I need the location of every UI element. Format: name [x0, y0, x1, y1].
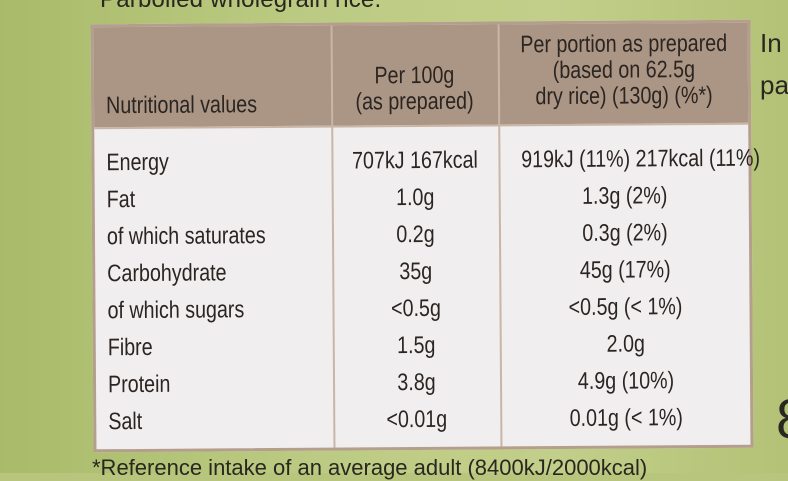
row-label: Fibre [107, 333, 153, 362]
header-per-portion-line-1: Per portion as prepared [520, 29, 728, 59]
row-label: Salt [108, 407, 143, 436]
row-per-portion-value: 0.3g (2%) [582, 219, 668, 247]
reference-intake-footnote: *Reference intake of an average adult (8… [92, 455, 648, 480]
row-per-100g-value: 35g [399, 257, 433, 286]
row-per-portion-value: 4.9g (10%) [577, 367, 675, 395]
header-per-100g-line-1: Per 100g [374, 61, 455, 90]
side-cropped-text: In pa [760, 22, 788, 106]
row-per-100g-value: 0.2g [396, 220, 435, 249]
row-per-100g-value: <0.5g [391, 294, 441, 323]
row-label: of which sugars [107, 296, 245, 325]
row-per-100g-value: <0.01g [386, 405, 448, 434]
row-per-100g-value: 707kJ 167kcal [351, 146, 478, 175]
row-per-portion-value: <0.5g (< 1%) [568, 293, 683, 321]
header-nutritional-values: Nutritional values [105, 91, 258, 120]
row-per-portion-value: 45g (17%) [579, 256, 671, 284]
nutrition-table: Nutritional values Per 100g (as prepared… [90, 19, 761, 453]
row-per-100g-value: 3.8g [397, 368, 436, 397]
row-per-portion-value: 919kJ (11%) 217kcal (11%) [521, 144, 761, 174]
header-per-portion-line-3: dry rice) (130g) (%*) [535, 81, 713, 111]
row-label: of which saturates [106, 222, 266, 251]
header-per-portion-line-2: (based on 62.5g [552, 56, 696, 85]
row-per-portion-value: 0.01g (< 1%) [569, 404, 683, 432]
row-label: Carbohydrate [107, 259, 227, 288]
product-description-text: Parboiled wholegrain rice. [100, 0, 381, 14]
header-per-100g: Per 100g (as prepared) [346, 61, 483, 116]
row-per-portion-value: 1.3g (2%) [581, 182, 668, 210]
side-text-line-1: In [760, 28, 782, 58]
row-label: Fat [106, 186, 136, 214]
row-per-100g-value: 1.5g [397, 331, 436, 360]
row-label: Protein [107, 370, 171, 399]
row-per-100g-value: 1.0g [395, 183, 435, 212]
header-per-portion: Per portion as prepared (based on 62.5g … [520, 29, 728, 111]
row-label: Energy [106, 148, 169, 177]
side-text-line-2: pa [760, 70, 788, 100]
header-per-100g-line-2: (as prepared) [355, 87, 474, 116]
side-cropped-digit: 8 [776, 386, 788, 451]
row-per-portion-value: 2.0g [606, 330, 646, 358]
